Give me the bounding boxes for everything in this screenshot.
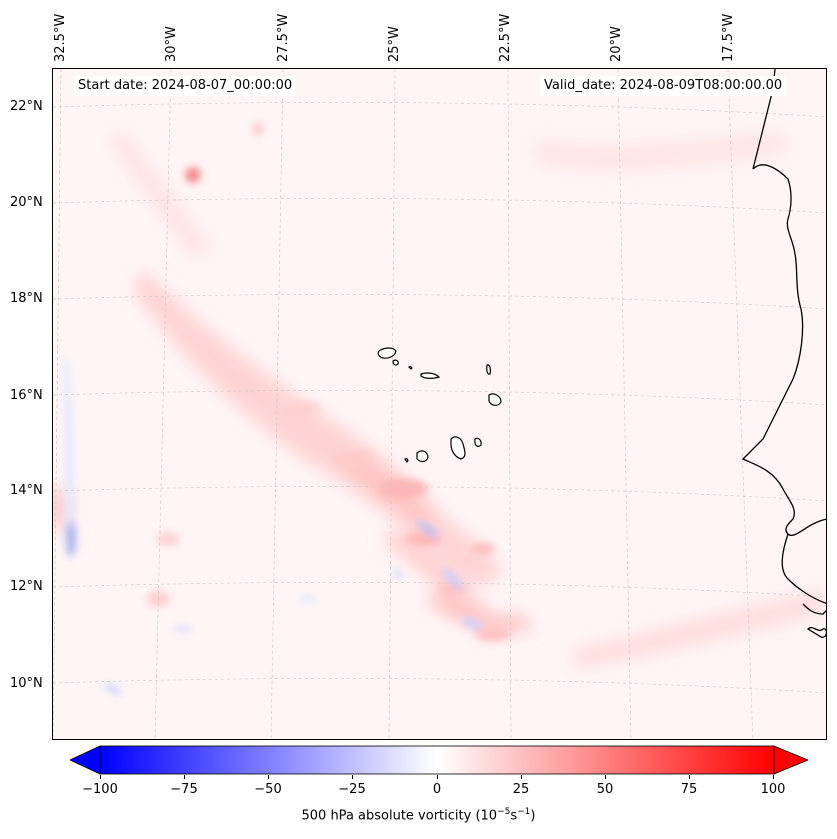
vorticity-features xyxy=(63,123,511,696)
cb-tick-label: −75 xyxy=(170,782,198,797)
lat-label-12n: 12°N xyxy=(10,579,43,594)
cb-tickmark xyxy=(689,775,690,779)
cb-tick-label: −50 xyxy=(254,782,282,797)
lon-label-25w: 25°W xyxy=(387,26,402,62)
colorbar-label-exp1: −5 xyxy=(497,807,511,817)
lon-label-20w: 20°W xyxy=(609,26,624,62)
colorbar-min-extend xyxy=(70,745,101,775)
lon-label-30w: 30°W xyxy=(164,26,179,62)
cape-verde-islands xyxy=(377,347,502,463)
colorbar-label-main: 500 hPa absolute vorticity (10 xyxy=(301,808,498,824)
cb-tickmark xyxy=(184,775,185,779)
valid-date-label: Valid_date: 2024-08-09T08:00:00.00 xyxy=(540,76,787,96)
cb-tickmark xyxy=(437,775,438,779)
colorbar-max-extend xyxy=(773,745,810,775)
cb-tickmark xyxy=(773,775,774,779)
colorbar-label: 500 hPa absolute vorticity (10−5s−1) xyxy=(0,807,837,823)
map-panel xyxy=(52,68,827,740)
lon-label-22-5w: 22.5°W xyxy=(498,13,513,62)
lat-label-18n: 18°N xyxy=(10,291,43,306)
lat-label-10n: 10°N xyxy=(10,676,43,691)
cb-tick-label: 75 xyxy=(680,782,698,797)
colorbar-label-mid: s xyxy=(510,808,518,824)
lat-label-22n: 22°N xyxy=(10,99,43,114)
graticule xyxy=(53,69,826,739)
colorbar-gradient xyxy=(99,745,775,775)
cb-tick-label: 0 xyxy=(432,782,442,797)
cb-tick-label: −100 xyxy=(82,782,118,797)
cb-tick-label: 50 xyxy=(596,782,614,797)
cb-tick-label: −25 xyxy=(338,782,366,797)
lon-label-32-5w: 32.5°W xyxy=(53,13,68,62)
colorbar-label-end: ) xyxy=(530,808,536,824)
colorbar-label-exp2: −1 xyxy=(517,807,531,817)
cb-tickmark xyxy=(521,775,522,779)
lat-label-14n: 14°N xyxy=(10,483,43,498)
cb-tickmark xyxy=(100,775,101,779)
cb-tickmark xyxy=(605,775,606,779)
start-date-label: Start date: 2024-08-07_00:00:00 xyxy=(74,76,297,96)
lon-label-27-5w: 27.5°W xyxy=(276,13,291,62)
cb-tick-label: 25 xyxy=(512,782,530,797)
colorbar xyxy=(70,745,810,775)
lon-label-17-5w: 17.5°W xyxy=(721,13,736,62)
cb-tickmark xyxy=(352,775,353,779)
cb-tickmark xyxy=(268,775,269,779)
coastline xyxy=(741,69,826,638)
cb-tick-label: 100 xyxy=(760,782,786,797)
lat-label-20n: 20°N xyxy=(10,195,43,210)
lat-label-16n: 16°N xyxy=(10,388,43,403)
vorticity-field xyxy=(53,69,826,739)
